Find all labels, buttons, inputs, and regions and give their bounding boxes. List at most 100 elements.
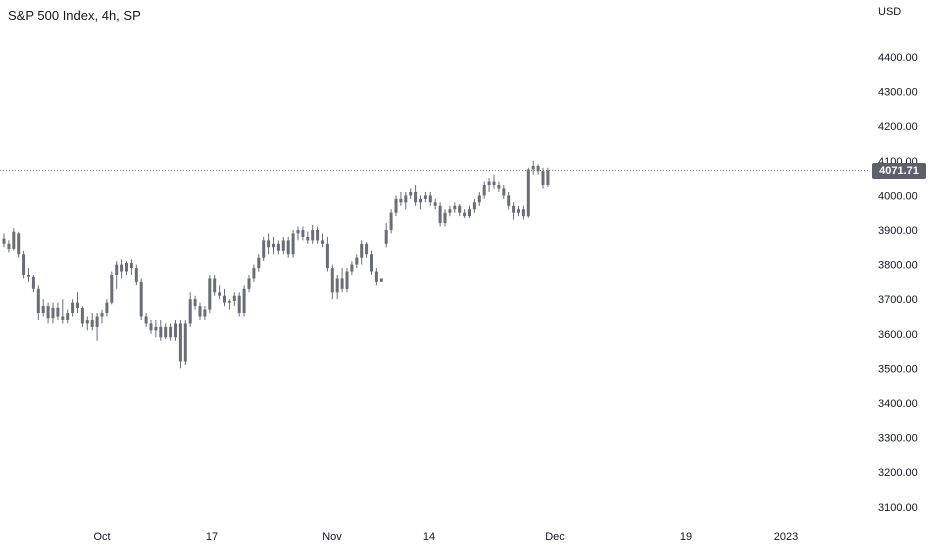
candle-body bbox=[252, 268, 256, 279]
y-tick-label: 3700.00 bbox=[878, 294, 918, 306]
candle bbox=[252, 264, 256, 282]
candle bbox=[394, 195, 398, 217]
candle-body bbox=[374, 271, 378, 282]
candle-body bbox=[526, 169, 530, 217]
candles-layer bbox=[2, 160, 550, 369]
candle bbox=[139, 278, 143, 320]
candle bbox=[272, 236, 275, 255]
candle bbox=[526, 167, 530, 218]
candle-body bbox=[291, 233, 295, 255]
candle bbox=[85, 316, 89, 331]
y-tick-label: 3600.00 bbox=[878, 329, 918, 341]
candle-body bbox=[531, 165, 535, 170]
candle bbox=[492, 174, 496, 189]
candle-body bbox=[178, 323, 182, 362]
candle-body bbox=[321, 240, 324, 244]
candle-body bbox=[482, 185, 486, 196]
candle-body bbox=[154, 326, 158, 331]
candle-body bbox=[301, 230, 305, 237]
candle-body bbox=[100, 313, 104, 317]
last-price-label: 4071.71 bbox=[872, 162, 926, 179]
candle bbox=[365, 242, 369, 258]
candle-body bbox=[492, 181, 496, 186]
candle-body bbox=[159, 326, 163, 338]
candle bbox=[468, 205, 471, 218]
candle-body bbox=[227, 300, 231, 303]
candle bbox=[423, 191, 427, 203]
candle bbox=[448, 205, 452, 217]
candle bbox=[374, 268, 378, 286]
candle-body bbox=[164, 326, 168, 338]
candle bbox=[521, 205, 525, 220]
candle bbox=[61, 299, 65, 324]
y-tick-label: 3500.00 bbox=[878, 363, 918, 375]
x-tick-label: 19 bbox=[680, 531, 692, 543]
candle-body bbox=[399, 198, 403, 203]
candle bbox=[404, 191, 408, 210]
candle bbox=[262, 236, 266, 262]
candle bbox=[188, 292, 192, 327]
candle bbox=[154, 319, 158, 338]
candle bbox=[213, 274, 217, 296]
candle bbox=[281, 236, 285, 255]
candle bbox=[36, 285, 40, 320]
candle bbox=[242, 285, 246, 317]
candle bbox=[438, 202, 442, 227]
x-tick-label: 2023 bbox=[774, 531, 798, 543]
candle-body bbox=[335, 278, 339, 293]
candle-body bbox=[149, 323, 153, 331]
candle bbox=[267, 233, 271, 255]
candle-body bbox=[80, 307, 84, 324]
candle bbox=[414, 185, 418, 206]
x-tick-label: 17 bbox=[206, 531, 218, 543]
candle-body bbox=[110, 274, 114, 303]
candle-body bbox=[85, 319, 89, 324]
candle-body bbox=[512, 205, 516, 213]
candle bbox=[276, 240, 280, 255]
candle-body bbox=[541, 171, 545, 186]
candle bbox=[487, 178, 491, 192]
candle-body bbox=[419, 198, 422, 203]
time-axis-ticks: Oct 17 Nov 14 Dec 19 2023 bbox=[93, 531, 798, 543]
candle bbox=[247, 274, 251, 293]
candle bbox=[41, 299, 45, 317]
candle bbox=[350, 261, 354, 275]
candle bbox=[164, 323, 168, 339]
candle bbox=[379, 278, 383, 282]
candle bbox=[497, 181, 501, 192]
candle-body bbox=[296, 230, 300, 234]
candle-body bbox=[46, 306, 50, 319]
candle-body bbox=[257, 257, 261, 269]
candle-body bbox=[438, 205, 442, 224]
candle-body bbox=[507, 195, 511, 206]
candle bbox=[296, 226, 300, 241]
candle bbox=[27, 268, 30, 282]
candle bbox=[428, 191, 432, 206]
candle bbox=[80, 306, 84, 327]
candle bbox=[541, 167, 545, 189]
candle bbox=[125, 261, 128, 275]
y-tick-label: 3100.00 bbox=[878, 502, 918, 514]
candle bbox=[115, 261, 119, 289]
candle bbox=[355, 254, 359, 269]
candle bbox=[502, 185, 506, 199]
candle bbox=[531, 160, 535, 175]
candle bbox=[129, 259, 133, 275]
candle bbox=[174, 319, 177, 341]
candle bbox=[384, 223, 388, 248]
candle-body bbox=[281, 240, 285, 251]
y-tick-label: 4000.00 bbox=[878, 190, 918, 202]
y-tick-label: 3300.00 bbox=[878, 433, 918, 445]
candle-body bbox=[409, 191, 413, 196]
candle bbox=[306, 231, 310, 244]
candle-body bbox=[350, 264, 354, 272]
candle bbox=[232, 292, 236, 307]
candle-body bbox=[174, 323, 177, 338]
candle-body bbox=[169, 326, 173, 338]
candle-body bbox=[203, 309, 207, 317]
candle bbox=[409, 188, 413, 199]
candle bbox=[257, 254, 261, 272]
y-tick-label: 4300.00 bbox=[878, 87, 918, 99]
candle-body bbox=[129, 262, 133, 269]
